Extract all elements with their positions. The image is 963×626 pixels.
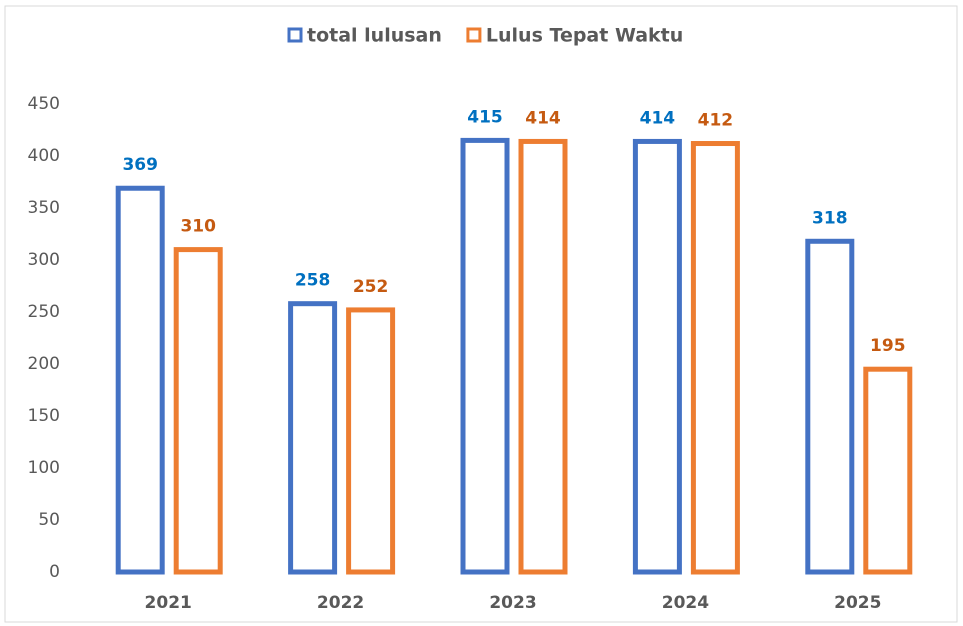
x-tick-label: 2024	[662, 593, 709, 613]
bar	[690, 141, 740, 575]
data-label: 414	[525, 108, 561, 128]
bar	[805, 238, 855, 575]
bar	[173, 247, 223, 575]
legend-label: Lulus Tepat Waktu	[486, 25, 683, 47]
data-label: 369	[122, 155, 158, 175]
bar	[518, 138, 568, 575]
y-tick-label: 50	[38, 510, 60, 530]
bar	[863, 366, 913, 575]
bar	[632, 138, 682, 575]
data-label: 195	[870, 336, 906, 356]
y-tick-label: 450	[28, 94, 60, 114]
bar	[460, 137, 510, 575]
bar	[288, 301, 338, 575]
data-label: 310	[180, 217, 216, 237]
data-label: 252	[353, 277, 389, 297]
y-tick-label: 300	[28, 250, 60, 270]
x-tick-label: 2021	[145, 593, 192, 613]
y-tick-label: 150	[28, 406, 60, 426]
x-tick-label: 2022	[317, 593, 364, 613]
y-tick-label: 350	[28, 198, 60, 218]
y-tick-label: 0	[49, 562, 60, 582]
x-tick-label: 2025	[834, 593, 881, 613]
y-tick-label: 100	[28, 458, 60, 478]
legend-swatch	[287, 27, 303, 43]
y-tick-label: 400	[28, 146, 60, 166]
bar	[115, 185, 165, 575]
data-label: 412	[698, 111, 734, 131]
y-tick-label: 250	[28, 302, 60, 322]
data-label: 415	[467, 107, 503, 127]
y-tick-label: 200	[28, 354, 60, 374]
bar	[346, 307, 396, 575]
legend-label: total lulusan	[307, 25, 442, 47]
data-label: 318	[812, 208, 848, 228]
data-label: 414	[640, 108, 676, 128]
data-label: 258	[295, 271, 331, 291]
x-tick-label: 2023	[489, 593, 536, 613]
legend-swatch	[466, 27, 482, 43]
